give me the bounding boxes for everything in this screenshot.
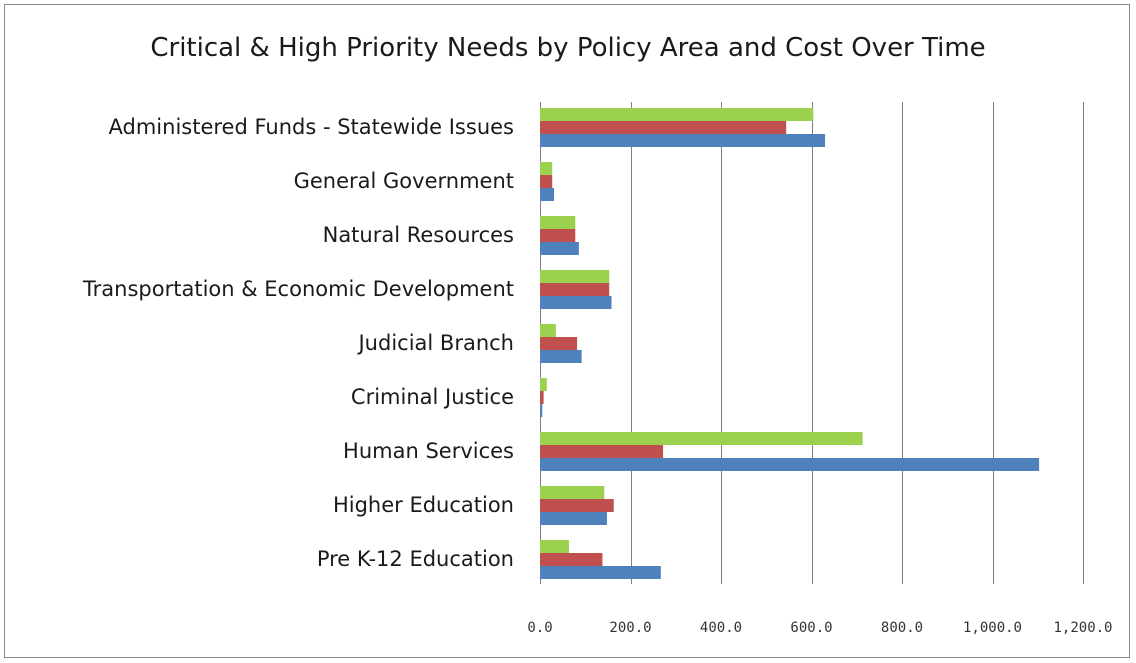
bar-s2-c1 [540,188,555,201]
bar-s0-c0 [540,108,814,121]
bar-s2-c4 [540,350,582,363]
category-label-8: Pre K-12 Education [317,547,514,571]
bar-s1-c2 [540,229,576,242]
bar-s2-c2 [540,242,579,255]
bar-s0-c4 [540,324,556,337]
x-tick-label-3: 600.0 [790,620,832,636]
category-label-4: Judicial Branch [356,331,514,355]
bar-s0-c5 [540,378,547,391]
bar-s2-c8 [540,566,661,579]
category-label-6: Human Services [343,439,514,463]
bar-s1-c5 [540,391,544,404]
bar-s2-c5 [540,404,543,417]
category-label-0: Administered Funds - Statewide Issues [109,115,514,139]
category-label-5: Criminal Justice [351,385,514,409]
grid-layer [540,102,1084,584]
bar-s2-c6 [540,458,1040,471]
bar-s2-c0 [540,134,826,147]
bar-s0-c3 [540,270,610,283]
bar-s0-c1 [540,162,553,175]
bar-s1-c8 [540,553,603,566]
x-tick-labels: 0.0 200.0 400.0 600.0 800.0 1,000.0 1,200.0 [527,620,1112,636]
bar-s1-c4 [540,337,578,350]
bar-s0-c6 [540,432,863,445]
category-label-1: General Government [294,169,514,193]
bar-s1-c7 [540,499,614,512]
x-tick-label-2: 400.0 [700,620,742,636]
category-label-3: Transportation & Economic Development [82,277,514,301]
category-label-7: Higher Education [333,493,514,517]
x-tick-label-0: 0.0 [527,620,552,636]
bar-s2-c7 [540,512,607,525]
x-tick-label-1: 200.0 [609,620,651,636]
bar-s0-c8 [540,540,569,553]
bar-s2-c3 [540,296,612,309]
bar-s1-c0 [540,121,787,134]
bar-s1-c6 [540,445,664,458]
x-tick-label-6: 1,200.0 [1053,620,1112,636]
bar-s0-c2 [540,216,576,229]
bar-s1-c3 [540,283,610,296]
category-label-2: Natural Resources [323,223,514,247]
chart-title: Critical & High Priority Needs by Policy… [150,33,985,63]
bars-layer [540,108,1040,579]
bar-s1-c1 [540,175,553,188]
bar-s0-c7 [540,486,605,499]
x-tick-label-5: 1,000.0 [963,620,1022,636]
x-tick-label-4: 800.0 [881,620,923,636]
category-labels: Administered Funds - Statewide Issues Gen… [82,115,514,571]
